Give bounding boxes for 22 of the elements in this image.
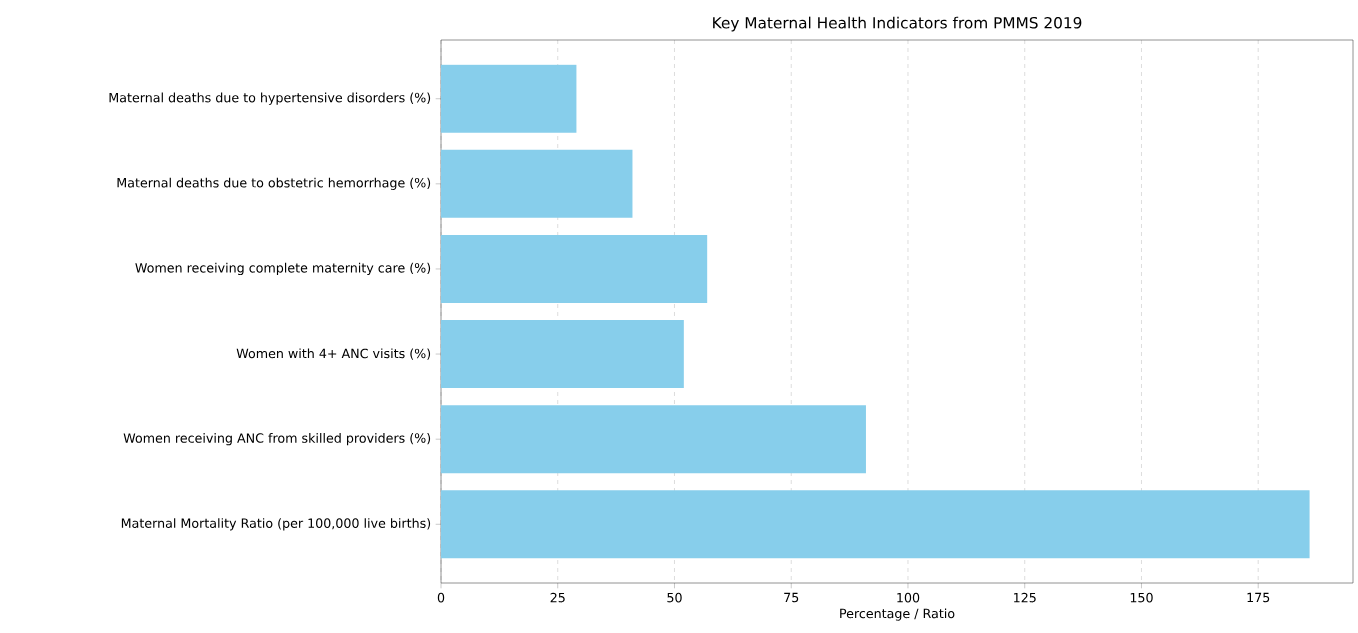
x-tick-label: 25 [550,592,565,603]
y-tick-label: Women with 4+ ANC visits (%) [236,348,431,360]
x-tick-label: 150 [1130,592,1153,603]
chart-title: Key Maternal Health Indicators from PMMS 2019 [713,16,1082,32]
bar [441,149,633,218]
bar [441,320,684,389]
bar [441,234,708,303]
y-tick-label: Women receiving complete maternity care (%) [135,262,431,276]
bar [441,490,1310,559]
bar [441,405,866,474]
x-tick-label: 175 [1247,592,1270,603]
y-tick-label: Maternal deaths due to hypertensive disorders (%) [109,92,431,105]
x-tick-label: 75 [784,592,799,603]
y-tick-label: Maternal deaths due to obstetric hemorrhage (%) [117,177,431,190]
y-tick-label: Women receiving ANC from skilled providers (%) [123,433,431,446]
y-tick-label: Maternal Mortality Ratio (per 100,000 live births) [121,518,431,531]
x-tick-label: 50 [667,592,682,603]
x-tick-label: 0 [437,592,445,603]
x-axis-title: Percentage / Ratio [840,608,955,621]
bar [441,64,577,133]
x-tick-label: 100 [897,592,920,603]
x-tick-label: 125 [1014,592,1036,603]
